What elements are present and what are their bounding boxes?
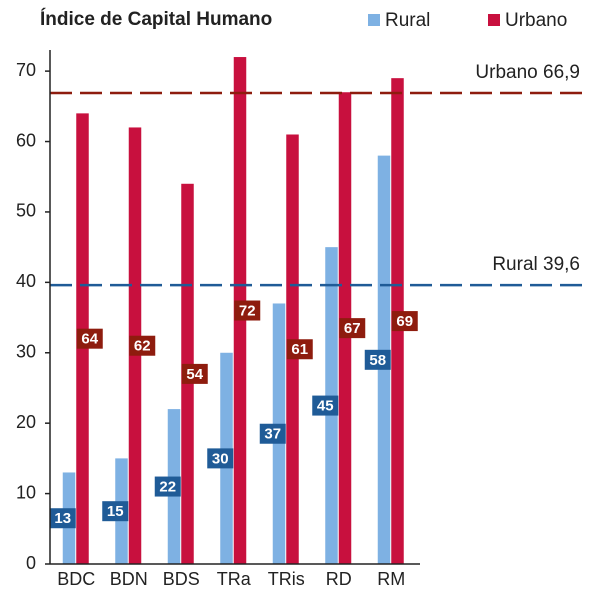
value-label-box [49,508,76,529]
value-label-box [312,395,339,416]
y-tick-label: 70 [16,60,36,80]
value-label: 72 [239,302,256,319]
value-label-box [102,501,129,522]
value-label-box [154,476,181,497]
x-tick-label: RD [326,569,352,589]
value-label-box [364,349,391,370]
chart-title: Índice de Capital Humano [40,8,272,30]
value-label: 30 [212,450,229,467]
legend-swatch [368,14,380,26]
legend-swatch [488,14,500,26]
value-label: 15 [107,503,124,520]
x-tick-label: BDS [163,569,200,589]
x-tick-label: TRis [268,569,305,589]
x-tick-label: BDC [57,569,95,589]
value-label-box [339,318,366,339]
value-label: 58 [369,352,386,369]
value-label: 64 [81,331,98,348]
value-label: 37 [264,426,281,443]
x-tick-label: TRa [217,569,252,589]
y-tick-label: 50 [16,201,36,221]
y-tick-label: 40 [16,271,36,291]
value-label: 62 [134,338,151,355]
y-tick-label: 0 [26,553,36,573]
x-tick-label: BDN [110,569,148,589]
value-label-box [234,300,261,321]
value-label: 54 [186,366,203,383]
value-label-box [259,423,286,444]
value-label-box [391,311,418,332]
x-tick-label: RM [377,569,405,589]
value-label: 61 [291,341,308,358]
reference-label: Urbano 66,9 [475,62,580,83]
value-label: 13 [54,510,71,527]
value-label-box [76,328,103,349]
y-tick-label: 60 [16,130,36,150]
value-label-box [286,339,313,360]
reference-label: Rural 39,6 [492,254,580,275]
value-label: 67 [344,320,361,337]
value-label: 22 [159,479,176,496]
y-tick-label: 20 [16,412,36,432]
y-tick-label: 10 [16,482,36,502]
y-tick-label: 30 [16,342,36,362]
value-label: 69 [396,313,413,330]
value-label: 45 [317,398,334,415]
value-label-box [181,363,208,384]
value-label-box [207,448,234,469]
legend-label: Rural [385,10,430,31]
legend-label: Urbano [505,10,567,31]
value-label-box [129,335,156,356]
